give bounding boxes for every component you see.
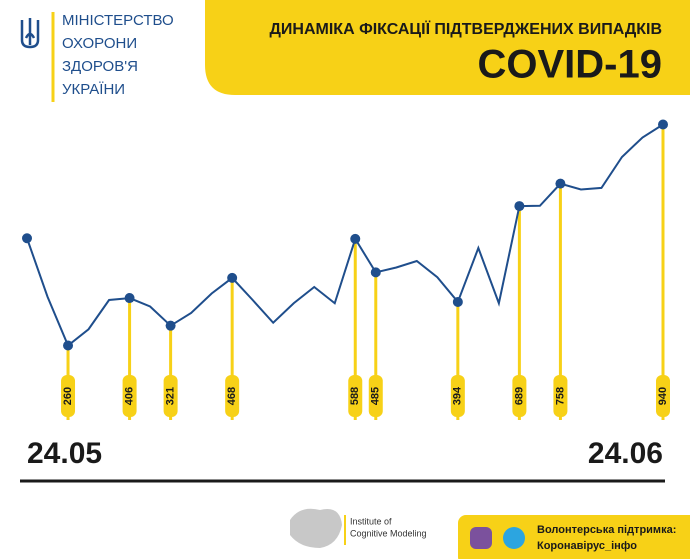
- point: [514, 201, 525, 212]
- data-label: 689: [513, 387, 525, 405]
- point: [370, 267, 381, 278]
- point: [63, 340, 74, 351]
- header-band: [205, 0, 690, 95]
- ministry-line: ОХОРОНИ: [62, 35, 137, 52]
- label-box: [163, 375, 178, 417]
- data-label: 260: [62, 387, 74, 405]
- telegram-icon: [503, 527, 525, 549]
- label-box: [656, 375, 670, 417]
- chart-subtitle: COVID-19: [478, 43, 663, 87]
- label-box: [553, 375, 568, 417]
- label-box: [225, 375, 240, 417]
- data-label: 940: [657, 387, 669, 405]
- data-label: 406: [123, 387, 135, 405]
- chart-title: ДИНАМІКА ФІКСАЦІЇ ПІДТВЕРДЖЕНИХ ВИПАДКІВ: [270, 20, 662, 38]
- point: [350, 233, 361, 244]
- point: [658, 119, 668, 130]
- label-box: [61, 375, 76, 417]
- label-box: [512, 375, 527, 417]
- point: [22, 233, 32, 244]
- data-label: 468: [226, 387, 238, 405]
- x-tick-label: 24.06: [588, 437, 663, 470]
- label-box: [348, 375, 363, 417]
- data-label: 394: [452, 386, 464, 405]
- point: [452, 296, 463, 307]
- trident-logo: [20, 18, 40, 49]
- ministry-line: УКРАЇНИ: [62, 81, 125, 98]
- institute-name: Institute of: [350, 516, 392, 526]
- support-title: Волонтерська підтримка:: [537, 524, 676, 536]
- label-box: [368, 375, 383, 417]
- line: [26, 123, 664, 348]
- institute-logo: [290, 508, 346, 548]
- point: [227, 272, 238, 283]
- point: [124, 293, 135, 304]
- data-label: 588: [349, 387, 361, 405]
- data-label: 485: [370, 387, 382, 405]
- ministry-line: МІНІСТЕРСТВО: [62, 12, 174, 29]
- label-box: [450, 375, 465, 417]
- support-name: Коронавірус_інфо: [537, 540, 637, 552]
- support-box: [458, 515, 690, 559]
- point: [555, 178, 566, 189]
- ministry-line: ЗДОРОВ'Я: [62, 58, 138, 75]
- point: [165, 320, 176, 331]
- x-tick-label: 24.05: [27, 437, 102, 470]
- institute-name: Cognitive Modeling: [350, 528, 427, 538]
- label-box: [122, 375, 137, 417]
- viber-icon: [470, 527, 492, 549]
- data-label: 321: [165, 387, 177, 405]
- data-label: 758: [554, 387, 566, 405]
